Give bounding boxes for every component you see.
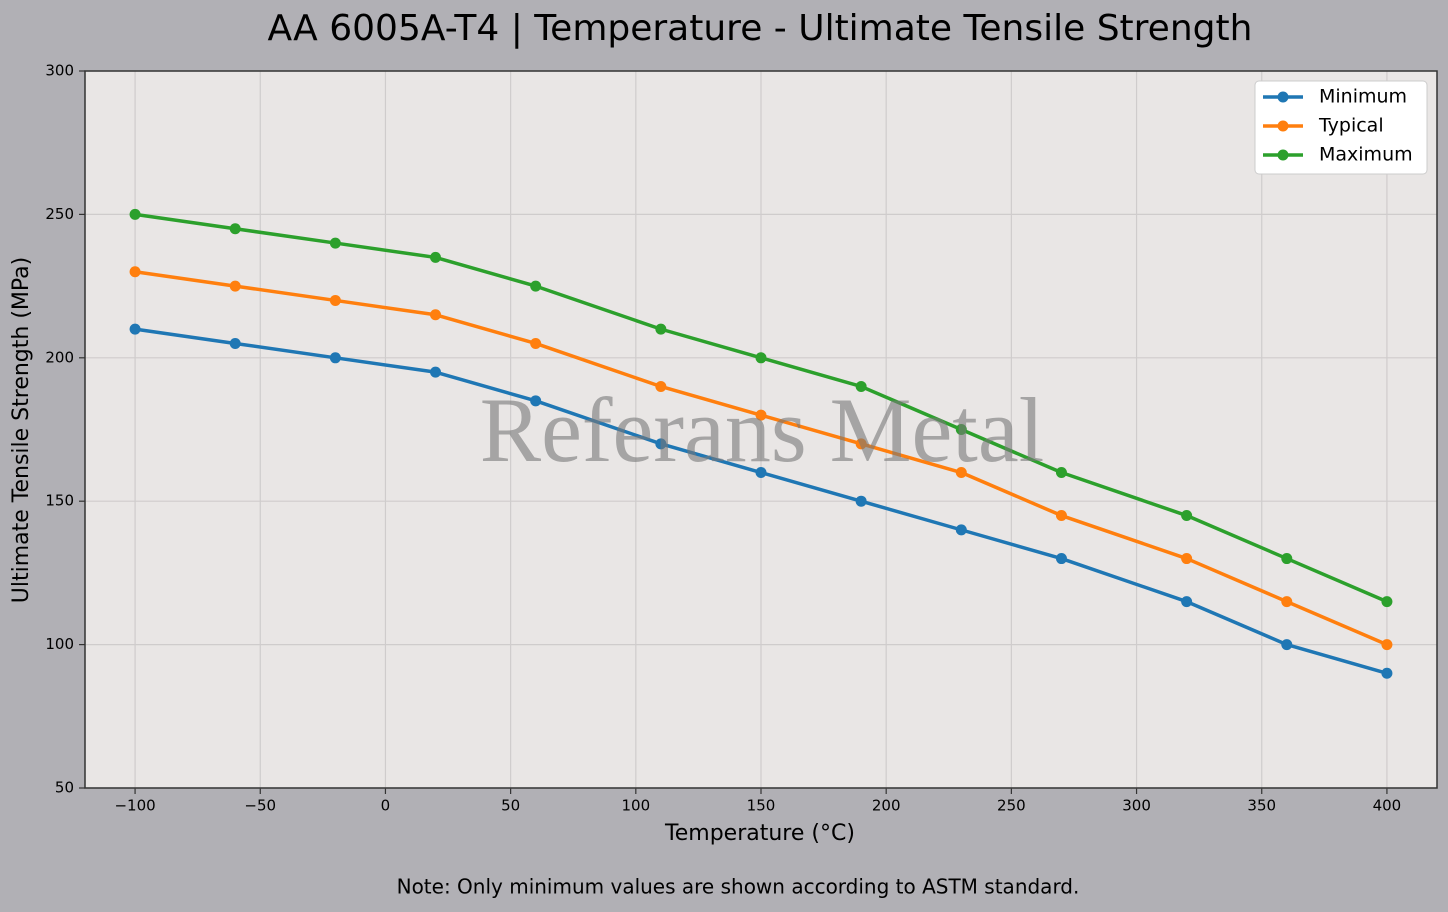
data-point bbox=[129, 208, 141, 220]
data-point bbox=[229, 223, 241, 235]
y-tick-label: 250 bbox=[45, 205, 74, 223]
data-point bbox=[229, 337, 241, 349]
x-tick-label: 250 bbox=[997, 797, 1026, 815]
plot-frame bbox=[84, 70, 1438, 789]
data-point bbox=[530, 280, 542, 292]
data-point bbox=[655, 438, 667, 450]
y-tick-label: 300 bbox=[45, 62, 74, 80]
legend-label: Maximum bbox=[1319, 144, 1413, 166]
x-tick-label: −100 bbox=[114, 797, 155, 815]
data-point bbox=[1381, 667, 1393, 679]
data-point bbox=[530, 337, 542, 349]
x-tick-label: 50 bbox=[501, 797, 520, 815]
x-tick-label: 300 bbox=[1122, 797, 1151, 815]
data-point bbox=[1181, 596, 1193, 608]
legend-marker bbox=[1277, 91, 1289, 103]
legend-marker bbox=[1277, 120, 1289, 132]
data-point bbox=[855, 380, 867, 392]
x-tick-label: 200 bbox=[872, 797, 901, 815]
data-point bbox=[430, 251, 442, 263]
chart-title: AA 6005A-T4 | Temperature - Ultimate Ten… bbox=[268, 8, 1253, 49]
x-tick-label: 100 bbox=[621, 797, 650, 815]
data-point bbox=[1181, 510, 1193, 522]
legend-label: Typical bbox=[1318, 115, 1384, 137]
data-point bbox=[955, 524, 967, 536]
data-point bbox=[855, 438, 867, 450]
data-point bbox=[755, 409, 767, 421]
x-tick-label: 350 bbox=[1247, 797, 1276, 815]
data-point bbox=[755, 352, 767, 364]
legend-box bbox=[1254, 80, 1428, 175]
data-point bbox=[329, 237, 341, 249]
data-point bbox=[655, 380, 667, 392]
data-point bbox=[1381, 639, 1393, 651]
data-point bbox=[329, 352, 341, 364]
y-tick-label: 200 bbox=[45, 348, 74, 366]
data-point bbox=[129, 266, 141, 278]
data-point bbox=[1281, 639, 1293, 651]
x-tick-label: −50 bbox=[244, 797, 276, 815]
data-point bbox=[955, 467, 967, 479]
y-tick-label: 50 bbox=[55, 779, 74, 797]
y-tick-label: 100 bbox=[45, 635, 74, 653]
data-point bbox=[1381, 596, 1393, 608]
data-point bbox=[655, 323, 667, 335]
data-point bbox=[329, 294, 341, 306]
data-point bbox=[1055, 467, 1067, 479]
legend-marker bbox=[1277, 149, 1289, 161]
data-point bbox=[755, 467, 767, 479]
x-tick-label: 400 bbox=[1373, 797, 1402, 815]
y-tick-label: 150 bbox=[45, 492, 74, 510]
data-point bbox=[855, 495, 867, 507]
data-point bbox=[430, 309, 442, 321]
data-point bbox=[1281, 596, 1293, 608]
data-point bbox=[1055, 553, 1067, 565]
y-axis-label: Ultimate Tensile Strength (MPa) bbox=[9, 257, 34, 603]
legend-label: Minimum bbox=[1319, 86, 1407, 108]
watermark: Referans Metal bbox=[480, 379, 1045, 481]
data-point bbox=[530, 395, 542, 407]
x-tick-label: 150 bbox=[747, 797, 776, 815]
x-axis-label: Temperature (°C) bbox=[664, 821, 855, 846]
data-point bbox=[229, 280, 241, 292]
x-tick-label: 0 bbox=[381, 797, 391, 815]
data-point bbox=[1055, 510, 1067, 522]
note: Note: Only minimum values are shown acco… bbox=[397, 875, 1080, 899]
data-point bbox=[129, 323, 141, 335]
data-point bbox=[955, 424, 967, 435]
data-point bbox=[1281, 553, 1293, 565]
data-point bbox=[1181, 553, 1193, 565]
data-point bbox=[430, 366, 442, 378]
